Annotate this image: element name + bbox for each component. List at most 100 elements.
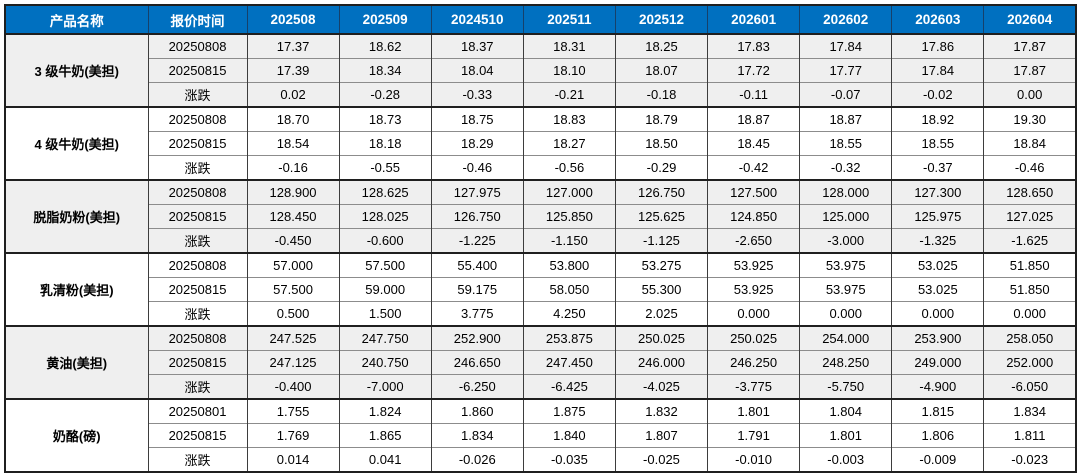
table-row: 脱脂奶粉(美担) 20250808 128.900 128.625 127.975 127… — [5, 179, 1076, 253]
change-value-cell: -0.035 — [522, 447, 616, 472]
price-value-cell: 127.000 — [522, 179, 616, 205]
price-value-cell: 1.804 — [799, 398, 892, 424]
quote-date-cell: 20250815 — [148, 58, 247, 83]
price-value-cell: 18.27 — [522, 131, 616, 156]
product-name-cell: 4 级牛奶(美担) — [5, 106, 149, 180]
price-value-cell: 128.000 — [799, 179, 892, 205]
header-contract-202509: 202509 — [338, 5, 432, 35]
change-value-cell: -1.125 — [614, 228, 708, 253]
change-value-cell: 0.000 — [799, 301, 892, 326]
price-value-cell: 18.31 — [522, 33, 616, 59]
price-value-cell: 17.87 — [983, 33, 1076, 59]
price-value-cell: 18.87 — [799, 106, 892, 132]
change-value-cell: -1.150 — [522, 228, 616, 253]
price-value-cell: 53.025 — [891, 252, 984, 278]
change-value-cell: 4.250 — [522, 301, 616, 326]
change-value-cell: -0.023 — [983, 447, 1076, 472]
price-value-cell: 253.900 — [891, 325, 984, 351]
header-contract-202603: 202603 — [891, 5, 984, 35]
price-value-cell: 59.175 — [430, 277, 524, 302]
change-value-cell: -3.000 — [799, 228, 892, 253]
change-value-cell: -0.56 — [522, 155, 616, 180]
price-value-cell: 1.834 — [983, 398, 1076, 424]
price-value-cell: 51.850 — [983, 252, 1076, 278]
product-name-cell: 脱脂奶粉(美担) — [5, 179, 149, 253]
change-value-cell: -6.250 — [430, 374, 524, 399]
header-contract-202511: 202511 — [522, 5, 616, 35]
price-value-cell: 17.84 — [891, 58, 984, 83]
price-value-cell: 1.815 — [891, 398, 984, 424]
change-value-cell: 0.000 — [891, 301, 984, 326]
price-value-cell: 124.850 — [707, 204, 800, 229]
price-value-cell: 253.875 — [522, 325, 616, 351]
price-value-cell: 128.900 — [246, 179, 340, 205]
change-value-cell: -0.16 — [246, 155, 340, 180]
price-value-cell: 249.000 — [891, 350, 984, 375]
price-value-cell: 18.50 — [614, 131, 708, 156]
change-label-cell: 涨跌 — [148, 447, 247, 472]
price-value-cell: 57.500 — [338, 252, 432, 278]
quote-date-cell: 20250801 — [147, 398, 247, 424]
change-value-cell: 0.000 — [707, 301, 800, 326]
change-value-cell: -4.900 — [891, 374, 984, 399]
price-value-cell: 17.87 — [983, 58, 1076, 83]
price-value-cell: 1.769 — [246, 423, 340, 448]
price-value-cell: 254.000 — [799, 325, 892, 351]
price-value-cell: 127.975 — [430, 179, 524, 205]
price-value-cell: 250.025 — [614, 325, 708, 351]
change-value-cell: -0.02 — [891, 82, 984, 107]
price-value-cell: 19.30 — [983, 106, 1076, 132]
change-value-cell: -0.003 — [799, 447, 892, 472]
price-value-cell: 17.77 — [799, 58, 892, 83]
header-product-name: 产品名称 — [5, 5, 148, 35]
price-value-cell: 18.37 — [430, 33, 524, 59]
price-value-cell: 1.840 — [522, 423, 616, 448]
change-value-cell: 0.02 — [246, 82, 340, 107]
price-value-cell: 240.750 — [338, 350, 432, 375]
change-value-cell: -3.775 — [707, 374, 800, 399]
table-row: 涨跌 0.500 1.500 3.775 4.250 2.025 0.000 0.000 0.0… — [5, 301, 1076, 326]
price-value-cell: 18.70 — [246, 106, 340, 132]
change-value-cell: 0.041 — [338, 447, 432, 472]
price-value-cell: 18.73 — [338, 106, 432, 132]
table-row: 20250815 57.500 59.000 59.175 58.050 55.300 53… — [5, 277, 1076, 302]
price-value-cell: 18.18 — [338, 131, 432, 156]
price-value-cell: 18.07 — [614, 58, 708, 83]
price-value-cell: 59.000 — [338, 277, 432, 302]
table-row: 4 级牛奶(美担) 20250808 18.70 18.73 18.75 18.83 18.… — [5, 106, 1076, 180]
price-value-cell: 125.975 — [891, 204, 984, 229]
price-value-cell: 1.806 — [891, 423, 984, 448]
price-value-cell: 126.750 — [430, 204, 524, 229]
change-value-cell: 0.014 — [246, 447, 340, 472]
table-row: 20250815 18.54 18.18 18.29 18.27 18.50 18.45 18… — [5, 131, 1076, 156]
price-value-cell: 18.29 — [430, 131, 524, 156]
change-value-cell: -1.325 — [891, 228, 984, 253]
table-row: 奶酪(磅) 20250801 1.755 1.824 1.860 1.875 1.832 1.… — [5, 398, 1076, 472]
table-row: 20250815 17.39 18.34 18.04 18.10 18.07 17.72 17… — [5, 58, 1076, 83]
product-name-cell: 奶酪(磅) — [5, 398, 149, 472]
price-value-cell: 1.860 — [430, 398, 524, 424]
price-value-cell: 18.54 — [246, 131, 340, 156]
price-value-cell: 18.34 — [338, 58, 432, 83]
price-value-cell: 18.55 — [891, 131, 984, 156]
price-value-cell: 1.811 — [983, 423, 1076, 448]
change-label-cell: 涨跌 — [148, 301, 247, 326]
change-value-cell: -5.750 — [799, 374, 892, 399]
price-value-cell: 55.400 — [430, 252, 524, 278]
change-value-cell: -0.07 — [799, 82, 892, 107]
price-value-cell: 18.10 — [522, 58, 616, 83]
change-label-cell: 涨跌 — [148, 374, 247, 399]
change-value-cell: -0.026 — [430, 447, 524, 472]
price-value-cell: 247.525 — [246, 325, 340, 351]
change-value-cell: 3.775 — [430, 301, 524, 326]
change-value-cell: -0.46 — [430, 155, 524, 180]
price-value-cell: 1.875 — [522, 398, 616, 424]
price-value-cell: 17.37 — [246, 33, 340, 59]
header-quote-time: 报价时间 — [147, 5, 247, 35]
change-value-cell: -0.010 — [707, 447, 800, 472]
price-value-cell: 53.975 — [799, 277, 892, 302]
price-value-cell: 53.975 — [799, 252, 892, 278]
table-row: 黄油(美担) 20250808 247.525 247.750 252.900 253.8… — [5, 325, 1076, 399]
change-value-cell: -2.650 — [707, 228, 800, 253]
change-value-cell: -0.009 — [891, 447, 984, 472]
